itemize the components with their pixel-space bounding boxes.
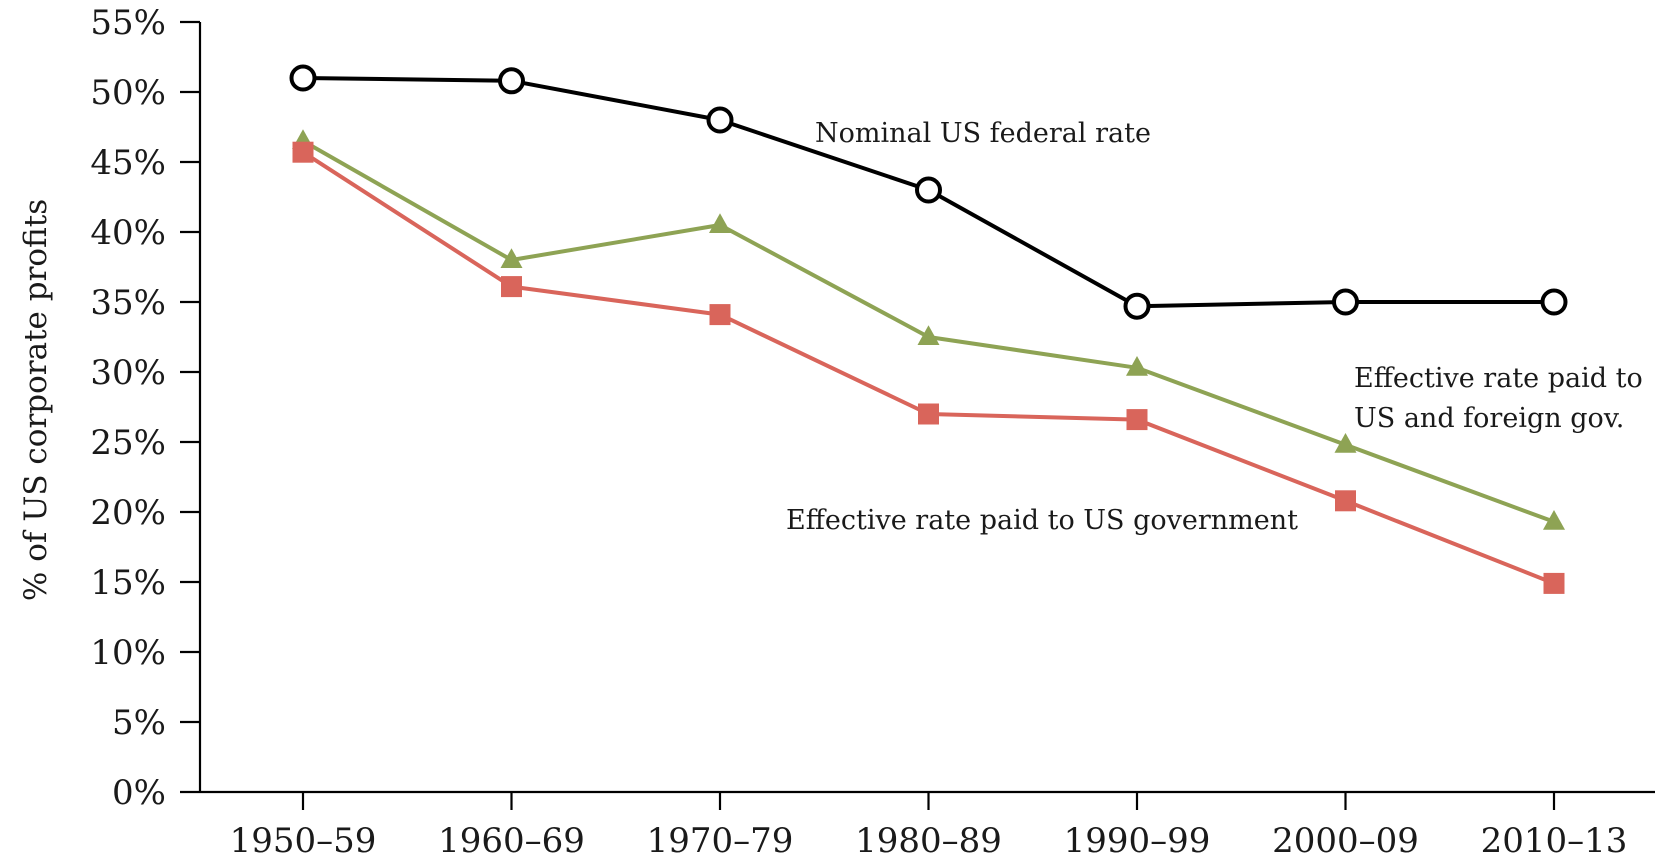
data-point-us-only [918, 403, 939, 425]
series-markers-nominal [289, 64, 1568, 320]
x-tick-label: 1950–59 [230, 821, 377, 860]
x-tick-label: 2010–13 [1481, 821, 1628, 860]
y-tick-label: 50% [90, 73, 166, 113]
data-point-nominal [498, 67, 525, 95]
x-tick-label: 1990–99 [1064, 821, 1211, 860]
data-point-nominal [1332, 288, 1359, 316]
y-tick-label: 15% [90, 563, 166, 603]
data-point-nominal [1540, 288, 1568, 316]
data-point-us-only [1126, 409, 1148, 431]
series-markers-us-only [292, 141, 1565, 594]
data-point-nominal [1123, 292, 1151, 320]
series-layer [289, 64, 1568, 594]
x-tick-label: 1970–79 [647, 821, 794, 860]
data-point-us-foreign [500, 248, 523, 268]
y-tick-label: 55% [90, 3, 166, 43]
x-tick-label: 1980–89 [855, 821, 1002, 860]
x-tick-label: 2000–09 [1272, 821, 1419, 860]
data-point-nominal [706, 106, 734, 134]
annotation-nominal: Nominal US federal rate [815, 118, 1151, 149]
data-point-us-foreign [1334, 433, 1357, 453]
annotation-layer: Nominal US federal rate Effective rate pa… [786, 118, 1643, 536]
data-point-us-only [292, 141, 314, 163]
y-tick-label: 5% [112, 703, 166, 743]
data-point-nominal [915, 176, 942, 204]
y-tick-label: 30% [90, 353, 166, 393]
data-point-us-foreign [1126, 356, 1148, 376]
y-axis: 0% 5% 10% 15% 20% 25% 30% 35% 40% 45% 50% 55% [90, 3, 202, 813]
data-point-us-foreign [917, 325, 940, 345]
annotation-us-foreign: US and foreign gov. [1354, 403, 1624, 434]
data-point-us-only [501, 276, 522, 298]
y-tick-label: 45% [90, 143, 166, 183]
y-tick-label: 0% [112, 773, 166, 813]
y-tick-label: 35% [90, 283, 166, 323]
data-point-us-only [1335, 490, 1356, 512]
y-axis-title: % of US corporate profits [18, 199, 54, 601]
annotation-us-only: Effective rate paid to US government [786, 505, 1298, 536]
data-point-us-only [1543, 572, 1565, 594]
data-point-us-only [709, 304, 731, 326]
data-point-nominal [289, 64, 317, 92]
data-point-us-foreign [1543, 510, 1565, 530]
x-tick-label: 1960–69 [438, 821, 585, 860]
data-point-us-foreign [709, 213, 731, 233]
annotation-us-foreign: Effective rate paid to [1354, 363, 1643, 394]
y-tick-label: 10% [90, 633, 166, 673]
y-tick-label: 40% [90, 213, 166, 253]
y-tick-label: 20% [90, 493, 166, 533]
x-axis: 1950–59 1960–69 1970–79 1980–89 1990–99 2000–… [200, 790, 1655, 860]
y-tick-label: 25% [90, 423, 166, 463]
